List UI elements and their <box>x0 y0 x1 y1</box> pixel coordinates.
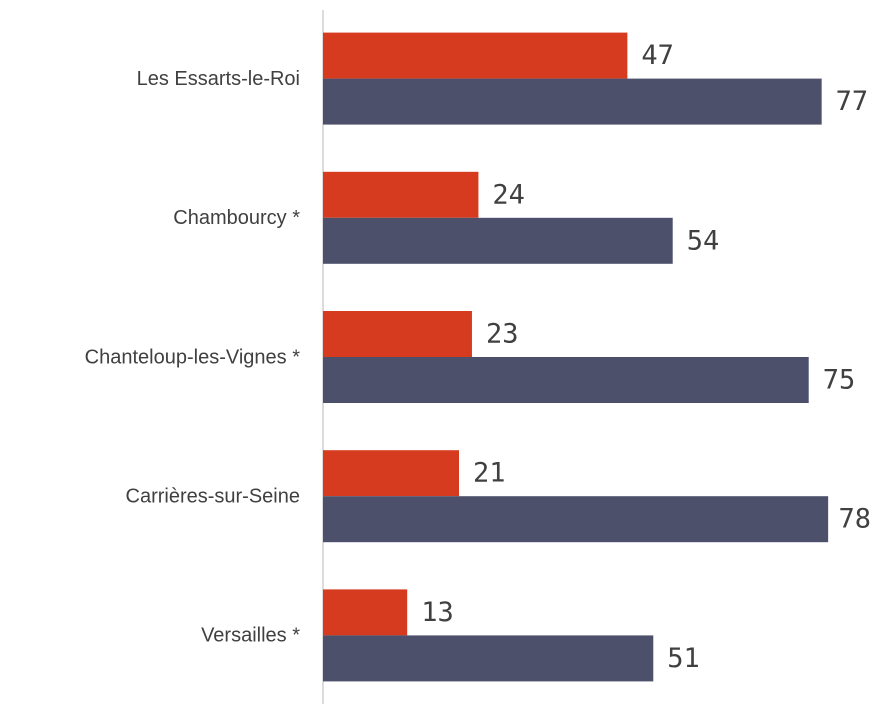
value-label: 47 <box>641 40 674 71</box>
bar <box>323 171 479 218</box>
category-label: Chambourcy * <box>173 207 300 229</box>
bar <box>323 589 408 636</box>
value-label: 51 <box>667 643 700 674</box>
bar <box>323 635 654 682</box>
bar <box>323 78 822 125</box>
value-label: 13 <box>421 597 454 628</box>
value-label: 21 <box>473 458 506 489</box>
category-label: Chanteloup-les-Vignes * <box>85 346 301 368</box>
bar <box>323 357 809 403</box>
value-label: 54 <box>687 225 720 256</box>
bar <box>323 217 673 264</box>
bar <box>323 450 459 497</box>
bar <box>323 32 628 79</box>
category-label: Les Essarts-le-Roi <box>137 68 300 90</box>
value-label: 23 <box>486 319 519 350</box>
bar <box>323 311 472 357</box>
value-label: 77 <box>836 86 869 117</box>
category-label: Versailles * <box>201 625 300 647</box>
category-label: Carrières-sur-Seine <box>126 485 301 507</box>
value-label: 75 <box>823 365 856 396</box>
value-label: 24 <box>492 179 525 210</box>
bar <box>323 496 829 543</box>
value-label: 78 <box>838 504 871 535</box>
